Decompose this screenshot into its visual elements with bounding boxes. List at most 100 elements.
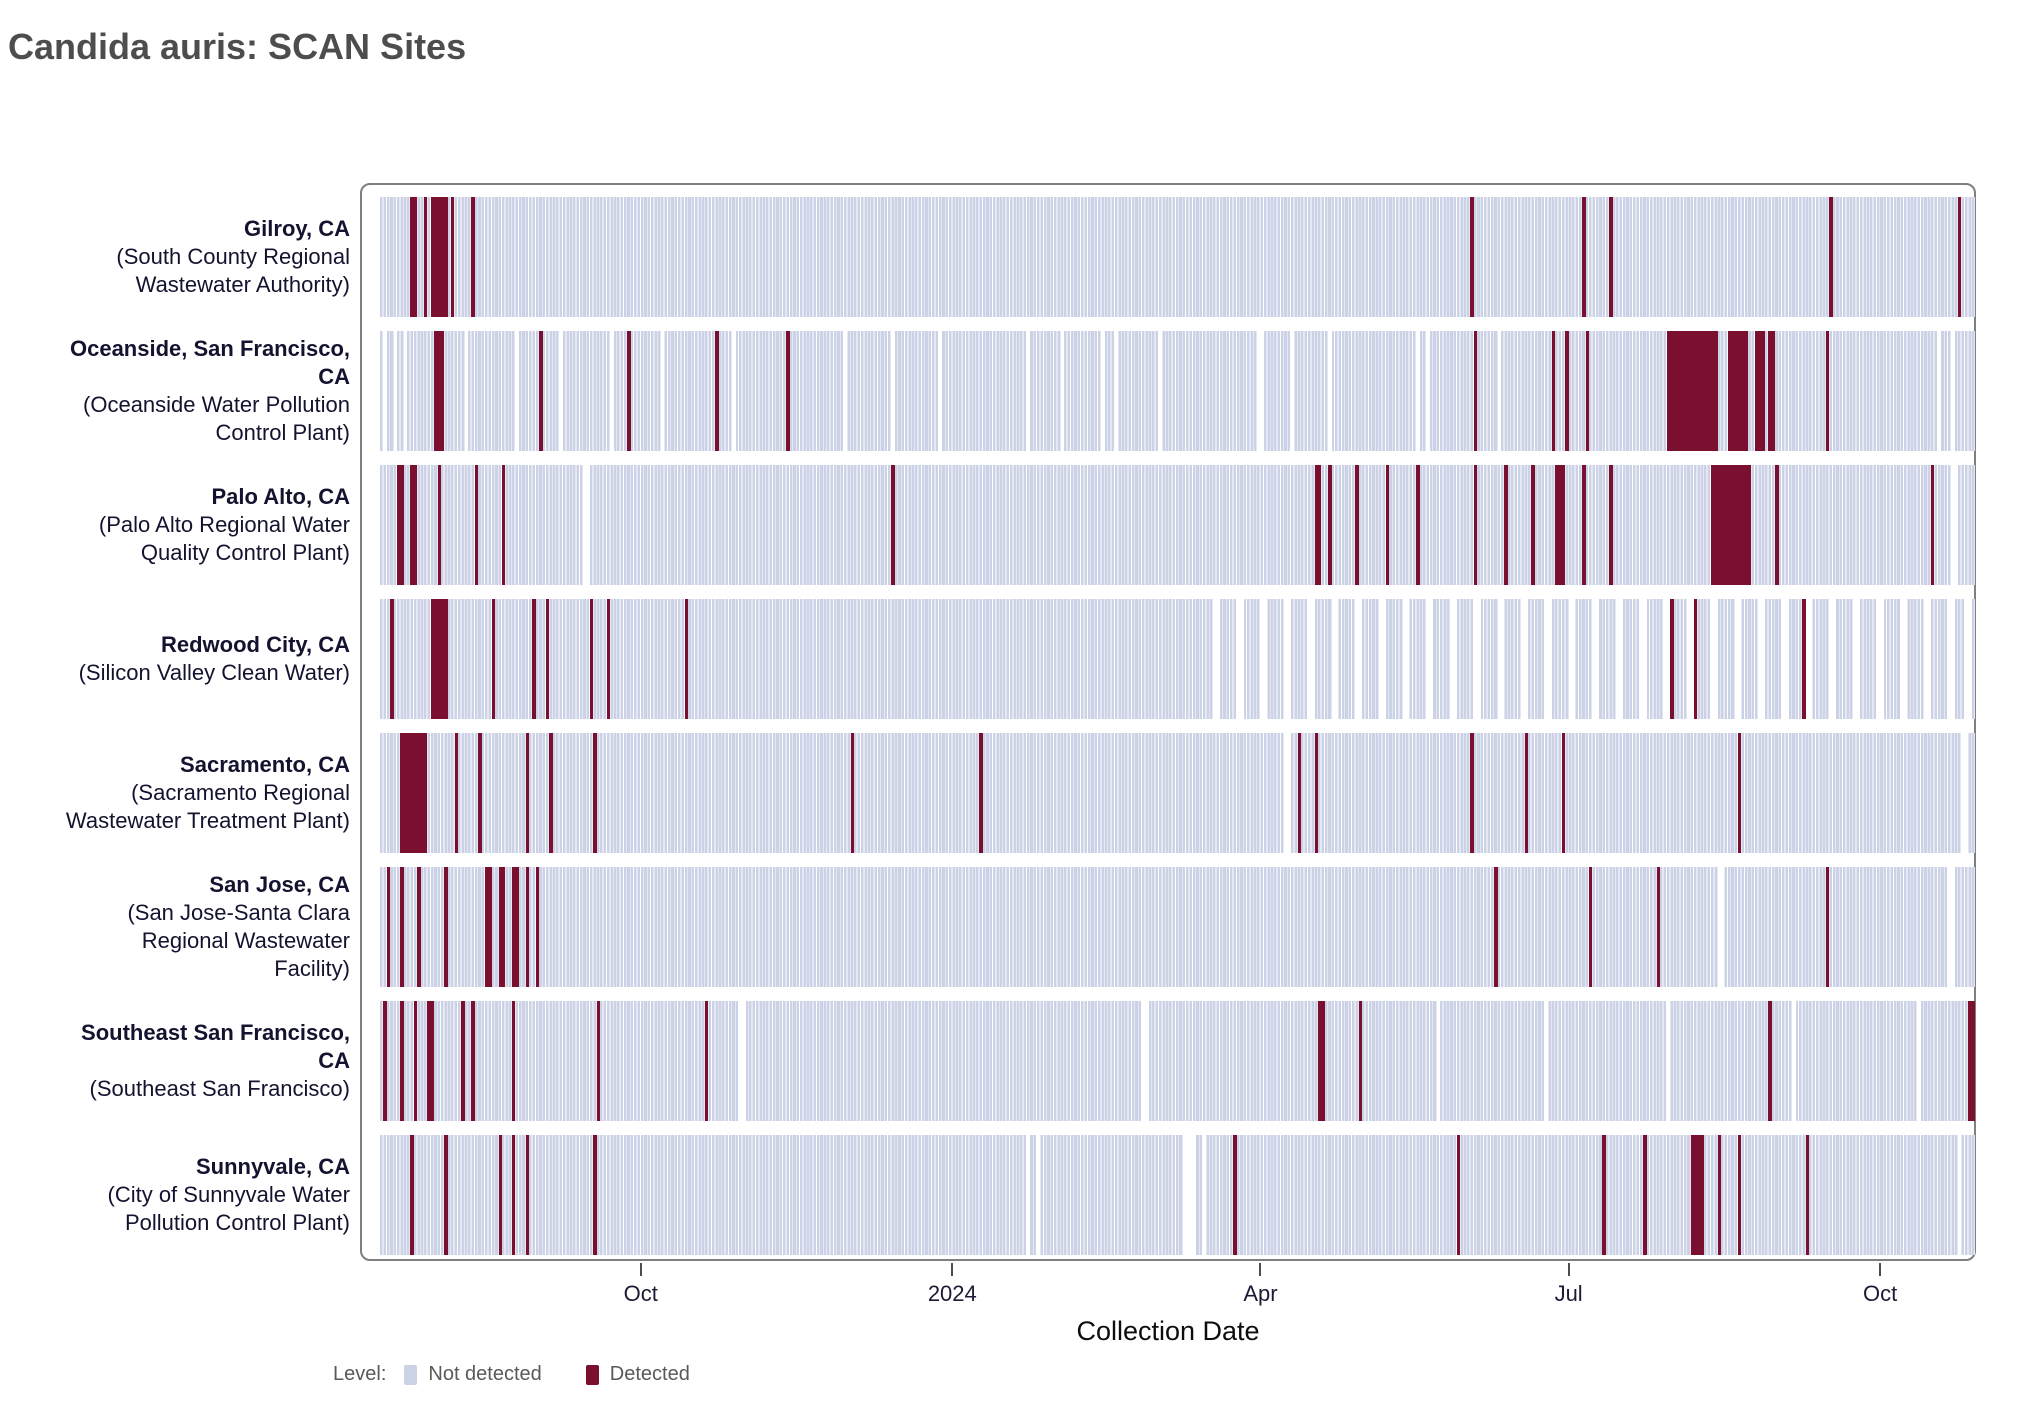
- detected-segment: [484, 867, 492, 987]
- timeline-track: [380, 1001, 1975, 1121]
- detected-segment: [474, 465, 479, 585]
- gap-segment: [1402, 599, 1410, 719]
- gap-segment: [1951, 331, 1955, 451]
- detected-segment: [1727, 331, 1749, 451]
- detected-segment: [424, 197, 428, 317]
- detected-segment: [1551, 331, 1556, 451]
- gap-segment: [1568, 599, 1576, 719]
- detected-segment: [1656, 867, 1661, 987]
- gap-segment: [1202, 1135, 1207, 1255]
- detected-segment: [1643, 1135, 1647, 1255]
- gap-segment: [938, 331, 943, 451]
- x-tick-mark: [951, 1263, 954, 1276]
- detected-segment: [593, 733, 597, 853]
- detected-segment: [525, 733, 529, 853]
- detected-segment: [400, 1001, 404, 1121]
- detected-segment: [1385, 465, 1390, 585]
- gap-segment: [1436, 1001, 1440, 1121]
- detected-segment: [1470, 733, 1474, 853]
- detected-segment: [715, 331, 719, 451]
- gap-segment: [1026, 331, 1031, 451]
- detected-segment: [705, 1001, 709, 1121]
- legend-title: Level:: [333, 1363, 387, 1385]
- detected-segment: [1768, 331, 1776, 451]
- gap-segment: [1036, 1135, 1041, 1255]
- detected-segment: [1524, 733, 1528, 853]
- detected-segment: [1494, 867, 1498, 987]
- gap-segment: [1284, 733, 1291, 853]
- detected-segment: [417, 867, 421, 987]
- gap-segment: [1805, 599, 1813, 719]
- detected-segment: [786, 331, 790, 451]
- detected-segment: [1314, 465, 1322, 585]
- site-city: San Jose, CA: [209, 872, 350, 897]
- gap-segment: [1758, 599, 1766, 719]
- site-plant: (Silicon Valley Clean Water): [78, 660, 350, 685]
- gap-segment: [1781, 599, 1789, 719]
- detected-segment: [386, 867, 391, 987]
- detected-segment: [1717, 1135, 1721, 1255]
- timeline-track: [380, 331, 1975, 451]
- detected-segment: [1355, 465, 1359, 585]
- detected-segment: [1825, 867, 1830, 987]
- detected-segment: [1768, 1001, 1772, 1121]
- timeline-track: [380, 867, 1975, 987]
- timeline-track: [380, 197, 1975, 317]
- detected-segment: [501, 465, 506, 585]
- gap-segment: [1331, 599, 1339, 719]
- detected-segment: [410, 197, 418, 317]
- gap-segment: [1853, 599, 1860, 719]
- x-tick-mark: [1259, 1263, 1262, 1276]
- detected-segment: [1328, 465, 1332, 585]
- gap-segment: [1717, 867, 1725, 987]
- legend-swatch-detected: [585, 1364, 599, 1385]
- detected-segment: [1473, 465, 1478, 585]
- legend-item-label: Not detected: [428, 1363, 542, 1385]
- detected-segment: [434, 331, 445, 451]
- detected-segment: [1297, 733, 1302, 853]
- x-tick-mark: [1879, 1263, 1882, 1276]
- detected-segment: [606, 599, 611, 719]
- detected-segment: [498, 867, 506, 987]
- site-row-label: Sacramento, CA (Sacramento Regional Waste…: [60, 733, 350, 853]
- gap-segment: [1257, 331, 1264, 451]
- detected-segment: [1775, 465, 1779, 585]
- gap-segment: [732, 331, 736, 451]
- detected-segment: [1565, 331, 1569, 451]
- gap-segment: [1544, 1001, 1549, 1121]
- detected-segment: [444, 1135, 448, 1255]
- detected-segment: [461, 1001, 465, 1121]
- gap-segment: [610, 331, 614, 451]
- site-plant: (South County Regional Wastewater Author…: [116, 244, 350, 297]
- gap-segment: [1416, 331, 1420, 451]
- detected-segment: [1666, 331, 1718, 451]
- x-tick-mark: [639, 1263, 642, 1276]
- detected-segment: [525, 867, 529, 987]
- gap-segment: [1284, 599, 1291, 719]
- gap-segment: [1687, 599, 1694, 719]
- gap-segment: [1544, 599, 1552, 719]
- detected-segment: [850, 733, 855, 853]
- detected-segment: [539, 331, 543, 451]
- detected-segment: [545, 599, 550, 719]
- detected-segment: [1609, 465, 1613, 585]
- site-plant: (City of Sunnyvale Water Pollution Contr…: [107, 1182, 351, 1235]
- gap-segment: [1917, 1001, 1921, 1121]
- gap-segment: [1026, 1135, 1031, 1255]
- detected-segment: [1582, 465, 1586, 585]
- gap-segment: [403, 331, 408, 451]
- gap-segment: [661, 331, 665, 451]
- site-plant: (Oceanside Water Pollution Control Plant…: [83, 392, 350, 445]
- gap-segment: [1951, 465, 1959, 585]
- detected-segment: [596, 1001, 601, 1121]
- detected-segment: [1314, 733, 1319, 853]
- site-plant: (Sacramento Regional Wastewater Treatmen…: [65, 780, 350, 833]
- gap-segment: [1260, 599, 1268, 719]
- detected-segment: [525, 1135, 529, 1255]
- legend: Level: Not detected Detected: [333, 1363, 734, 1386]
- detected-segment: [383, 1001, 387, 1121]
- gap-segment: [1937, 331, 1942, 451]
- gap-segment: [1947, 867, 1955, 987]
- detected-segment: [1456, 1135, 1461, 1255]
